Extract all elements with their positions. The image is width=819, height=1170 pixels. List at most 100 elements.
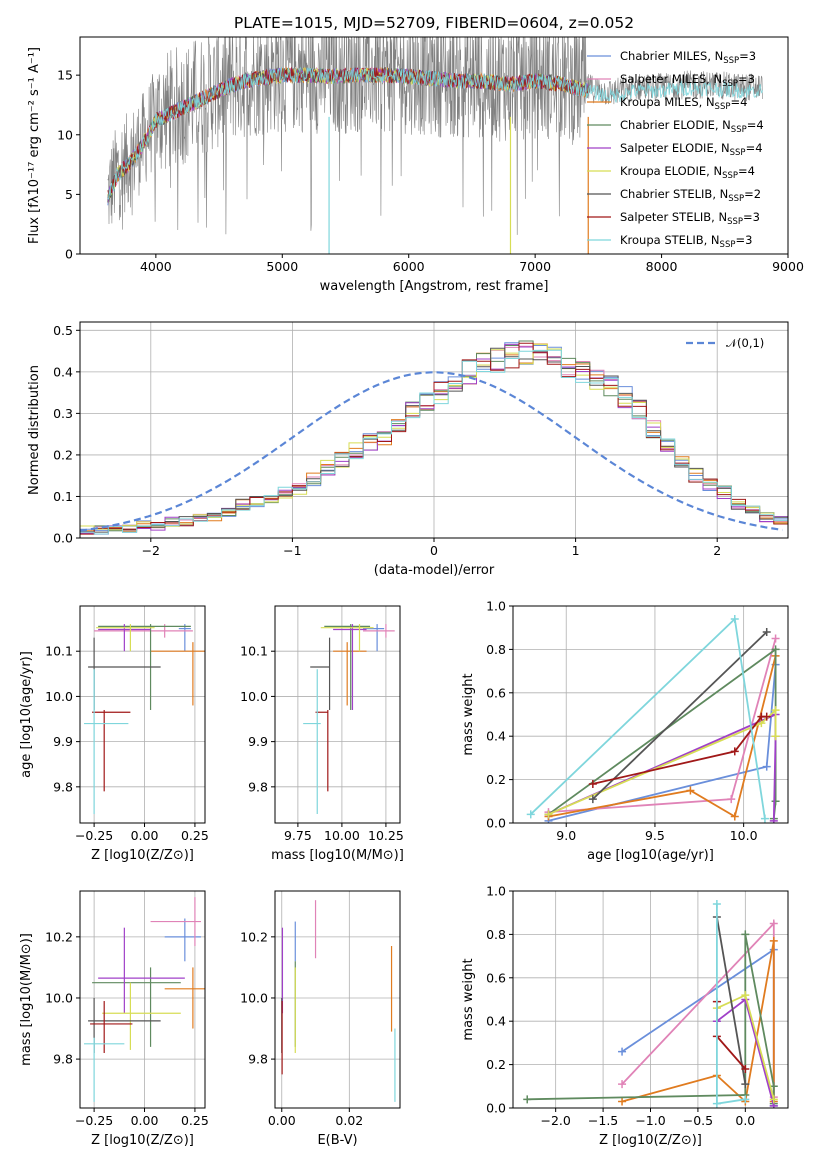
x-tick-label: 9.75 xyxy=(284,828,312,843)
x-tick-label: −1.0 xyxy=(635,1113,665,1128)
y-axis-label: mass weight xyxy=(461,958,476,1040)
x-tick-label: 0.02 xyxy=(335,1113,363,1128)
panel-residuals: −2 −1 0 1 2 0.0 0.1 0.2 0.3 0.4 0.5 (data-model)/er… xyxy=(27,321,789,578)
weight-point xyxy=(618,1080,627,1089)
panel-age-weight: 9.0 9.5 10.0 0.0 0.2 0.4 0.6 0.8 1.0 age [log10(a… xyxy=(461,599,789,863)
grid-Z-age xyxy=(80,606,205,823)
y-tick-label: 0.2 xyxy=(53,447,73,462)
weight-point xyxy=(762,762,771,771)
y-tick-label: 10.0 xyxy=(240,689,268,704)
x-tick-label: −0.5 xyxy=(683,1113,713,1128)
y-tick-label: 10.0 xyxy=(240,990,268,1005)
x-tick-label: −0.25 xyxy=(75,828,113,843)
y-tick-label: 1.0 xyxy=(486,884,506,899)
x-tick-label: −1.5 xyxy=(588,1113,618,1128)
axes-frame xyxy=(79,890,206,1109)
weight-point xyxy=(588,795,597,804)
y-tick-label: 0.2 xyxy=(486,772,506,787)
axes-Z-mass: −0.25 0.00 0.25 9.8 10.0 10.2 Z [log10(Z/Z⊙)] m… xyxy=(19,890,209,1148)
weight-point xyxy=(544,810,553,819)
legend-entry: Salpeter STELIB, NSSP=3 xyxy=(620,210,760,227)
x-tick-label: 0.00 xyxy=(268,1113,296,1128)
plot-area-Z-mass xyxy=(84,897,205,1102)
x-axis-label: Z [log10(Z/Z⊙)] xyxy=(599,1133,702,1148)
y-tick-label: 10.1 xyxy=(45,644,73,659)
weight-point xyxy=(730,615,739,624)
axes-Z-weight: −2.0 −1.5 −1.0 −0.5 0.0 0.0 0.2 0.4 0.6 0.8 1.0 Z [… xyxy=(461,884,789,1148)
plot-area-Z-age xyxy=(84,624,205,814)
legend-entry: Salpeter MILES, NSSP=3 xyxy=(620,72,755,89)
legend-entry: Kroupa MILES, NSSP=4 xyxy=(620,95,747,112)
grid-mass-age xyxy=(275,606,400,823)
plot-area-age-weight xyxy=(526,615,780,823)
y-tick-label: 0.0 xyxy=(486,816,506,831)
weight-point xyxy=(769,936,778,945)
panel-Z-mass: −0.25 0.00 0.25 9.8 10.0 10.2 Z [log10(Z/Z⊙)] m… xyxy=(19,890,209,1148)
x-axis-label: age [log10(age/yr)] xyxy=(587,848,714,863)
residual-histogram xyxy=(80,342,788,538)
weight-point xyxy=(771,797,780,806)
y-tick-label: 10.1 xyxy=(240,644,268,659)
y-tick-label: 10.2 xyxy=(240,929,268,944)
y-tick-label: 9.9 xyxy=(248,734,268,749)
y-tick-label: 0.2 xyxy=(486,1057,506,1072)
weight-point xyxy=(762,628,771,637)
y-tick-label: 9.8 xyxy=(53,779,73,794)
x-tick-label: −0.25 xyxy=(75,1113,113,1128)
weight-point xyxy=(618,1097,627,1106)
grid-residuals xyxy=(80,322,788,539)
y-tick-label: 0.0 xyxy=(53,531,73,546)
legend-entry: Salpeter ELODIE, NSSP=4 xyxy=(620,141,763,158)
legend-entry: Chabrier ELODIE, NSSP=4 xyxy=(620,118,764,135)
weight-line xyxy=(592,631,768,800)
y-tick-label: 0.6 xyxy=(486,685,506,700)
y-tick-label: 1.0 xyxy=(486,599,506,614)
x-tick-label: 0.25 xyxy=(181,1113,209,1128)
x-tick-label: −2 xyxy=(142,543,160,558)
x-axis-label: Z [log10(Z/Z⊙)] xyxy=(91,848,194,863)
y-tick-label: 0.5 xyxy=(53,323,73,338)
grid-age-weight xyxy=(513,605,788,824)
legend-entry: Kroupa ELODIE, NSSP=4 xyxy=(620,164,755,181)
x-tick-label: 6000 xyxy=(393,259,425,274)
x-axis-label: Z [log10(Z/Z⊙)] xyxy=(91,1133,194,1148)
weight-point xyxy=(771,706,780,715)
y-tick-label: 0.1 xyxy=(53,489,73,504)
weight-point xyxy=(730,812,739,821)
x-tick-label: 0.00 xyxy=(131,1113,159,1128)
grid-ebv-mass xyxy=(275,891,400,1108)
weight-point xyxy=(741,1080,750,1089)
weight-point xyxy=(727,795,736,804)
spectrum-legend: Chabrier MILES, NSSP=3 Salpeter MILES, NS… xyxy=(587,49,764,250)
x-tick-label: −2.0 xyxy=(540,1113,570,1128)
weight-point xyxy=(730,747,739,756)
panel-ebv-mass: 0.00 0.02 9.8 10.0 10.2 E(B-V) xyxy=(240,890,401,1148)
y-tick-label: 0 xyxy=(65,247,73,262)
y-tick-label: 0.4 xyxy=(486,729,506,744)
weight-point xyxy=(771,634,780,643)
y-axis-label: mass [log10(M/M⊙)] xyxy=(19,933,34,1066)
plot-area-spectrum xyxy=(107,37,763,254)
weight-point xyxy=(760,814,769,823)
weight-point xyxy=(771,645,780,654)
y-tick-label: 10.2 xyxy=(45,929,73,944)
residual-legend: 𝒩(0,1) xyxy=(686,336,764,350)
y-tick-label: 0.8 xyxy=(486,927,506,942)
figure-title: PLATE=1015, MJD=52709, FIBERID=0604, z=0… xyxy=(234,14,634,32)
x-axis-label: wavelength [Angstrom, rest frame] xyxy=(320,279,549,294)
plot-area-residuals xyxy=(80,340,788,538)
y-tick-label: 0.8 xyxy=(486,642,506,657)
plot-area-Z-weight xyxy=(523,900,778,1108)
legend-entry: Chabrier MILES, NSSP=3 xyxy=(620,49,756,66)
x-tick-label: 7000 xyxy=(519,259,551,274)
y-tick-label: 10 xyxy=(57,127,73,142)
y-axis-label: mass weight xyxy=(461,673,476,755)
weight-point xyxy=(741,991,750,1000)
y-tick-label: 5 xyxy=(65,187,73,202)
weight-point xyxy=(526,810,535,819)
panel-Z-weight: −2.0 −1.5 −1.0 −0.5 0.0 0.0 0.2 0.4 0.6 0.8 1.0 Z [… xyxy=(461,884,789,1148)
y-tick-label: 0.4 xyxy=(53,364,73,379)
y-tick-label: 15 xyxy=(57,68,73,83)
y-tick-label: 9.9 xyxy=(53,734,73,749)
